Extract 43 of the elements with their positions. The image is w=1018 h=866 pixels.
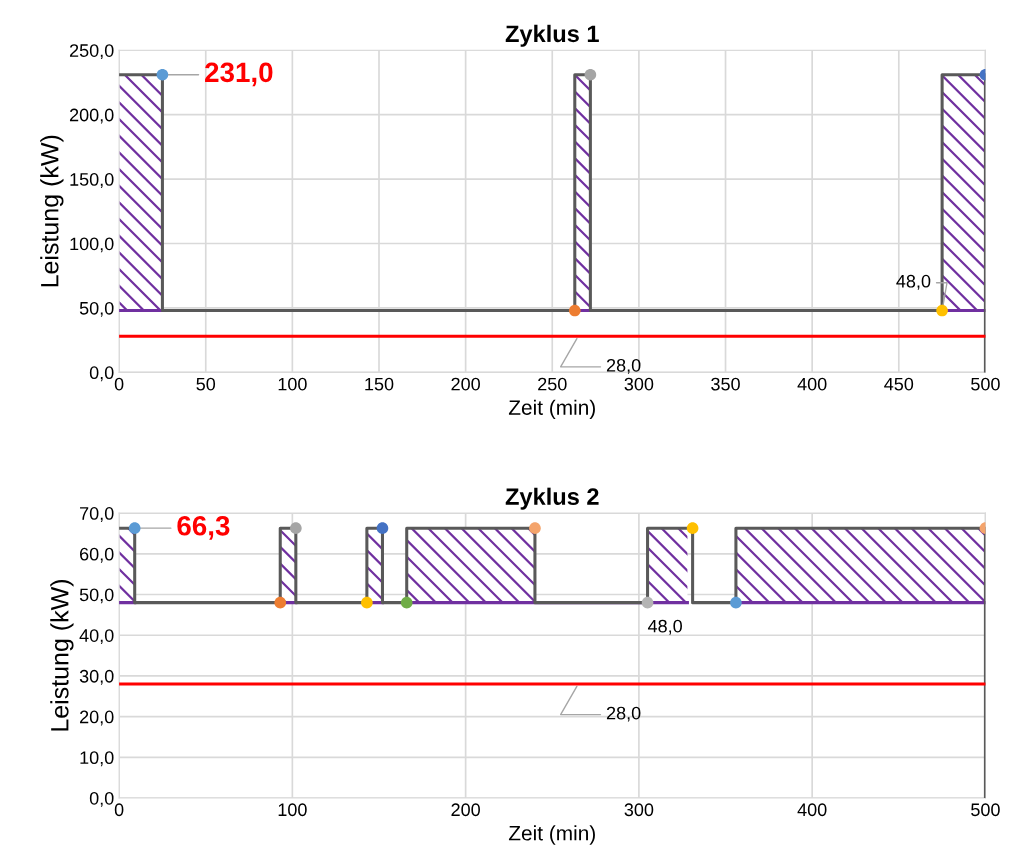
x-tick-label: 350 [711, 377, 740, 391]
y-tick-label: 250,0 [69, 44, 114, 60]
x-tick-label: 200 [451, 377, 480, 391]
x-tick-label: 50 [196, 377, 216, 391]
x-tick-label: 100 [278, 803, 307, 817]
y-tick-label: 50,0 [79, 301, 114, 317]
x-tick-label: 0 [114, 803, 124, 817]
y-tick-label: 20,0 [80, 710, 114, 726]
x-tick-label: 450 [884, 377, 914, 391]
x-tick-label: 250 [538, 377, 567, 391]
x-axis-title: Zeit (min) [508, 825, 595, 845]
chart-title: Zyklus 2 [505, 487, 599, 510]
x-tick-label: 150 [365, 377, 394, 391]
y-tick-label: 200,0 [69, 108, 114, 124]
y-tick-label: 40,0 [79, 629, 114, 645]
x-tick-label: 300 [624, 377, 654, 391]
y-tick-label: 70,0 [80, 507, 114, 522]
y-tick-label: 50,0 [79, 588, 114, 604]
annotation: 48,0 [647, 619, 682, 635]
ref-line-label: 28,0 [606, 358, 641, 374]
y-tick-label: 10,0 [80, 751, 114, 767]
y-axis-title: Leistung (kW) [40, 135, 64, 287]
y-tick-label: 60,0 [80, 547, 114, 563]
x-tick-label: 400 [797, 803, 827, 817]
x-tick-label: 200 [451, 803, 480, 817]
x-tick-label: 500 [971, 377, 1000, 391]
y-tick-label: 0,0 [89, 791, 114, 807]
y-tick-label: 0,0 [89, 366, 114, 382]
y-tick-label: 150,0 [70, 173, 114, 188]
x-tick-label: 500 [971, 803, 1000, 817]
annotation: 48,0 [896, 274, 931, 290]
ref-line-label: 28,0 [606, 706, 641, 722]
y-axis-title: Leistung (kW) [50, 580, 74, 731]
x-tick-label: 300 [624, 803, 654, 817]
x-axis-title: Zeit (min) [508, 399, 595, 420]
y-tick-label: 100,0 [70, 237, 114, 253]
annotation: 66,3 [177, 515, 230, 540]
chart-title: Zyklus 1 [505, 24, 599, 47]
x-tick-label: 100 [278, 377, 307, 391]
x-tick-label: 400 [797, 377, 827, 391]
y-tick-label: 30,0 [79, 669, 114, 685]
x-tick-label: 0 [114, 377, 124, 391]
annotation: 231,0 [205, 62, 273, 87]
